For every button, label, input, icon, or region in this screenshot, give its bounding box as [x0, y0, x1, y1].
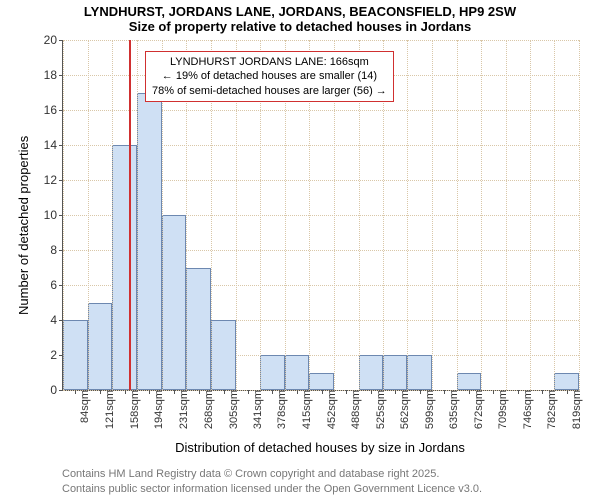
xtick-mark — [174, 390, 175, 394]
gridline-v — [457, 40, 458, 390]
ytick-label: 18 — [44, 68, 63, 82]
xtick-mark — [371, 390, 372, 394]
ytick-label: 12 — [44, 173, 63, 187]
histogram-bar — [309, 373, 334, 391]
xtick-mark — [420, 390, 421, 394]
xtick-label: 268sqm — [203, 390, 215, 429]
footer-attribution: Contains HM Land Registry data © Crown c… — [62, 467, 482, 496]
ytick-label: 14 — [44, 138, 63, 152]
xtick-label: 452sqm — [326, 390, 338, 429]
xtick-mark — [272, 390, 273, 394]
gridline-v — [137, 40, 138, 390]
histogram-bar — [457, 373, 481, 391]
xtick-mark — [297, 390, 298, 394]
histogram-bar — [162, 215, 187, 390]
ytick-label: 20 — [44, 33, 63, 47]
x-axis-label: Distribution of detached houses by size … — [62, 440, 578, 455]
ytick-label: 8 — [50, 243, 63, 257]
annotation-box: LYNDHURST JORDANS LANE: 166sqm← 19% of d… — [145, 51, 394, 102]
ytick-label: 0 — [50, 383, 63, 397]
y-axis-label: Number of detached properties — [16, 136, 31, 315]
gridline-v — [481, 40, 482, 390]
xtick-mark — [125, 390, 126, 394]
ytick-label: 4 — [50, 313, 63, 327]
gridline-v — [530, 40, 531, 390]
histogram-bar — [211, 320, 236, 390]
histogram-bar — [186, 268, 211, 391]
xtick-label: 635sqm — [448, 390, 460, 429]
gridline-v — [579, 40, 580, 390]
xtick-label: 746sqm — [522, 390, 534, 429]
xtick-mark — [75, 390, 76, 394]
ytick-label: 16 — [44, 103, 63, 117]
xtick-label: 562sqm — [399, 390, 411, 429]
histogram-bar — [554, 373, 579, 391]
gridline-h — [63, 40, 579, 41]
gridline-v — [88, 40, 89, 390]
gridline-v — [554, 40, 555, 390]
gridline-v — [407, 40, 408, 390]
xtick-label: 415sqm — [301, 390, 313, 429]
histogram-bar — [260, 355, 285, 390]
xtick-mark — [199, 390, 200, 394]
xtick-mark — [100, 390, 101, 394]
xtick-label: 378sqm — [276, 390, 288, 429]
footer-line1: Contains HM Land Registry data © Crown c… — [62, 467, 482, 481]
xtick-label: 84sqm — [79, 390, 91, 423]
chart-container: LYNDHURST, JORDANS LANE, JORDANS, BEACON… — [0, 0, 600, 500]
xtick-mark — [224, 390, 225, 394]
ytick-label: 10 — [44, 208, 63, 222]
xtick-label: 599sqm — [424, 390, 436, 429]
xtick-label: 709sqm — [497, 390, 509, 429]
annotation-line: 78% of semi-detached houses are larger (… — [152, 84, 387, 98]
reference-line — [129, 40, 131, 390]
gridline-v — [432, 40, 433, 390]
xtick-mark — [567, 390, 568, 394]
xtick-mark — [149, 390, 150, 394]
histogram-bar — [137, 93, 162, 391]
xtick-label: 121sqm — [104, 390, 116, 429]
histogram-bar — [383, 355, 408, 390]
histogram-bar — [285, 355, 310, 390]
histogram-bar — [407, 355, 432, 390]
plot-area: 0246810121416182084sqm121sqm158sqm194sqm… — [62, 40, 579, 391]
footer-line2: Contains public sector information licen… — [62, 482, 482, 496]
xtick-mark — [493, 390, 494, 394]
xtick-label: 819sqm — [571, 390, 583, 429]
chart-title-line2: Size of property relative to detached ho… — [0, 19, 600, 34]
ytick-label: 2 — [50, 348, 63, 362]
xtick-mark — [469, 390, 470, 394]
xtick-mark — [444, 390, 445, 394]
xtick-mark — [542, 390, 543, 394]
xtick-label: 782sqm — [546, 390, 558, 429]
gridline-v — [506, 40, 507, 390]
ytick-label: 6 — [50, 278, 63, 292]
xtick-label: 672sqm — [473, 390, 485, 429]
xtick-mark — [248, 390, 249, 394]
annotation-line: LYNDHURST JORDANS LANE: 166sqm — [152, 55, 387, 69]
xtick-label: 158sqm — [129, 390, 141, 429]
gridline-v — [112, 40, 113, 390]
gridline-v — [63, 40, 64, 390]
xtick-label: 341sqm — [252, 390, 264, 429]
xtick-label: 305sqm — [228, 390, 240, 429]
xtick-label: 488sqm — [350, 390, 362, 429]
chart-title-line1: LYNDHURST, JORDANS LANE, JORDANS, BEACON… — [0, 0, 600, 19]
histogram-bar — [359, 355, 383, 390]
xtick-mark — [322, 390, 323, 394]
xtick-label: 194sqm — [153, 390, 165, 429]
histogram-bar — [112, 145, 137, 390]
xtick-label: 231sqm — [178, 390, 190, 429]
xtick-label: 525sqm — [375, 390, 387, 429]
annotation-line: ← 19% of detached houses are smaller (14… — [152, 69, 387, 83]
xtick-mark — [518, 390, 519, 394]
xtick-mark — [346, 390, 347, 394]
xtick-mark — [395, 390, 396, 394]
histogram-bar — [88, 303, 113, 391]
histogram-bar — [63, 320, 88, 390]
